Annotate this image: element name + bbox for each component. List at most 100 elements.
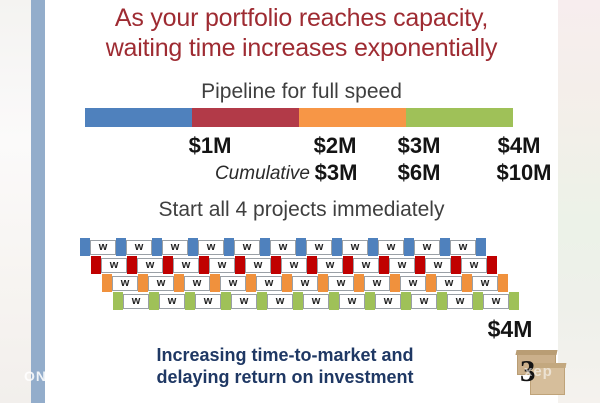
pipeline-segment-3	[299, 108, 406, 127]
work-block	[152, 238, 162, 256]
work-block	[282, 274, 292, 292]
wait-box: w	[375, 293, 401, 309]
slide-title: As your portfolio reaches capacity, wait…	[45, 3, 558, 63]
wait-box: w	[198, 239, 224, 255]
pipeline-segment-4	[406, 108, 513, 127]
wait-box: w	[148, 275, 174, 291]
work-block	[127, 256, 137, 274]
wait-box: w	[461, 257, 487, 273]
cardboard-boxes-icon: 3	[512, 349, 565, 397]
work-block	[116, 238, 126, 256]
wait-box: w	[389, 257, 415, 273]
wait-box: w	[184, 275, 210, 291]
wait-box: w	[231, 293, 257, 309]
wait-box: w	[411, 293, 437, 309]
work-block	[199, 256, 209, 274]
presentation-slide	[45, 0, 558, 403]
work-block	[174, 274, 184, 292]
wait-box: w	[281, 257, 307, 273]
work-block	[368, 238, 378, 256]
wait-box: w	[364, 275, 390, 291]
cumulative-label: Cumulative	[214, 163, 310, 184]
work-block	[404, 238, 414, 256]
work-block	[307, 256, 317, 274]
wait-box: w	[292, 275, 318, 291]
wait-box: w	[256, 275, 282, 291]
work-block	[102, 274, 112, 292]
work-block	[440, 238, 450, 256]
work-block	[271, 256, 281, 274]
work-block	[91, 256, 101, 274]
work-block	[487, 256, 497, 274]
wait-box: w	[378, 239, 404, 255]
work-block	[437, 292, 447, 310]
watermark-left: ON	[24, 368, 47, 384]
work-block	[221, 292, 231, 310]
blurred-right-edge	[558, 0, 600, 403]
wait-box: w	[267, 293, 293, 309]
work-block	[390, 274, 400, 292]
start-projects-heading: Start all 4 projects immediately	[158, 198, 445, 221]
work-block	[509, 292, 519, 310]
pipeline-value-4: $4M	[497, 133, 541, 158]
work-block	[293, 292, 303, 310]
work-block	[401, 292, 411, 310]
wait-box: w	[112, 275, 138, 291]
footer-message: Increasing time-to-market and delaying r…	[45, 344, 525, 388]
work-block	[329, 292, 339, 310]
wait-box: w	[245, 257, 271, 273]
work-block	[138, 274, 148, 292]
slide-title-line2: waiting time increases exponentially	[105, 34, 498, 62]
work-block	[260, 238, 270, 256]
wait-box: w	[414, 239, 440, 255]
wait-box: w	[339, 293, 365, 309]
wait-box: w	[472, 275, 498, 291]
work-block	[426, 274, 436, 292]
work-block	[210, 274, 220, 292]
box-front-shape	[530, 366, 565, 395]
pipeline-segment-2	[192, 108, 299, 127]
cumulative-value-3: $10M	[496, 160, 552, 185]
wait-box: w	[137, 257, 163, 273]
work-block	[379, 256, 389, 274]
wait-box: w	[101, 257, 127, 273]
work-block	[188, 238, 198, 256]
wait-box: w	[123, 293, 149, 309]
work-block	[185, 292, 195, 310]
wait-box: w	[162, 239, 188, 255]
blue-side-strip	[31, 0, 45, 403]
work-block	[332, 238, 342, 256]
work-block	[451, 256, 461, 274]
wait-box: w	[209, 257, 235, 273]
footer-line2: delaying return on investment	[156, 367, 414, 387]
work-block	[318, 274, 328, 292]
work-block	[80, 238, 90, 256]
work-block	[365, 292, 375, 310]
pipeline-value-2: $2M	[313, 133, 357, 158]
work-block	[235, 256, 245, 274]
pipeline-segment-1	[85, 108, 192, 127]
pipeline-value-3: $3M	[397, 133, 441, 158]
cumulative-value-1: $3M	[314, 160, 358, 185]
total-value-label: $4M	[487, 316, 533, 342]
wait-box: w	[436, 275, 462, 291]
work-block	[246, 274, 256, 292]
pipeline-value-1: $1M	[188, 133, 232, 158]
work-block	[257, 292, 267, 310]
work-block	[163, 256, 173, 274]
wait-box: w	[447, 293, 473, 309]
work-block	[354, 274, 364, 292]
work-block	[462, 274, 472, 292]
wait-box: w	[483, 293, 509, 309]
wait-box: w	[317, 257, 343, 273]
work-block	[224, 238, 234, 256]
footer-line1: Increasing time-to-market and	[156, 345, 414, 365]
wait-box: w	[425, 257, 451, 273]
wait-box: w	[328, 275, 354, 291]
wait-box: w	[342, 239, 368, 255]
wait-box: w	[450, 239, 476, 255]
